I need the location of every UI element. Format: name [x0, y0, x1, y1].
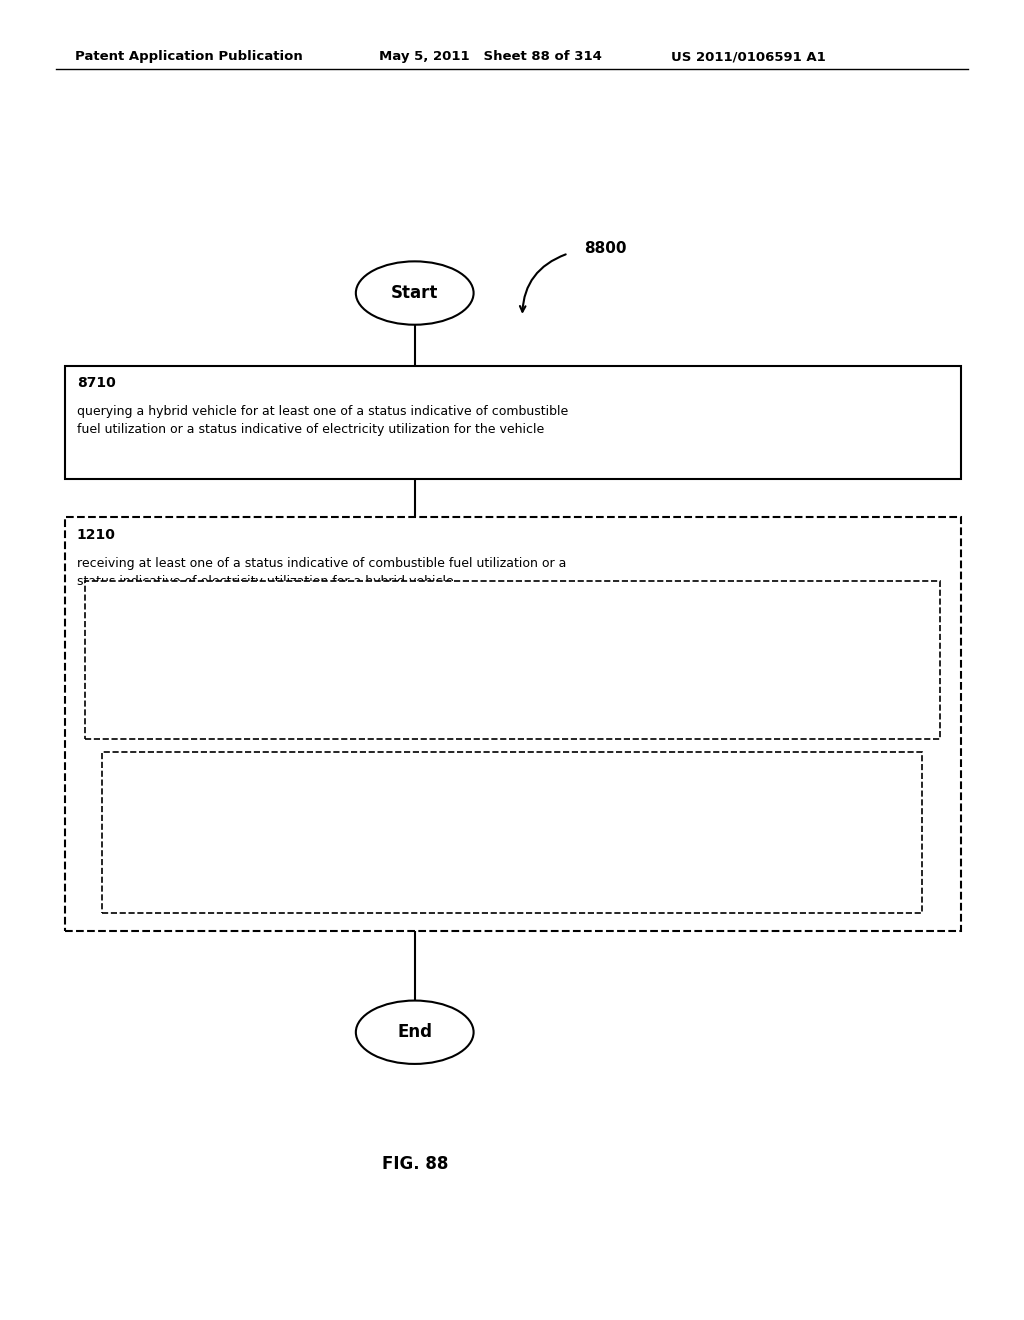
Text: 8710: 8710	[77, 376, 116, 391]
Text: 1210: 1210	[77, 528, 116, 543]
Bar	[102, 752, 922, 913]
Text: May 5, 2011   Sheet 88 of 314: May 5, 2011 Sheet 88 of 314	[379, 50, 602, 63]
Text: Patent Application Publication: Patent Application Publication	[75, 50, 302, 63]
Ellipse shape	[356, 261, 473, 325]
Bar	[85, 581, 940, 739]
Text: End: End	[397, 1023, 432, 1041]
Text: 1214: 1214	[115, 763, 154, 777]
Bar	[65, 517, 961, 931]
Text: US 2011/0106591 A1: US 2011/0106591 A1	[671, 50, 825, 63]
Ellipse shape	[356, 1001, 473, 1064]
Bar	[65, 366, 961, 479]
Text: Start: Start	[391, 284, 438, 302]
Text: 1212: 1212	[97, 591, 136, 606]
Text: wirelessly receiving the at least one of the status indicative of
combustible fu: wirelessly receiving the at least one of…	[115, 792, 575, 895]
Text: 8800: 8800	[584, 240, 627, 256]
Text: querying a hybrid vehicle for at least one of a status indicative of combustible: querying a hybrid vehicle for at least o…	[77, 405, 568, 436]
Text: FIG. 88: FIG. 88	[382, 1155, 447, 1173]
Text: receiving at least one of a status indicative of combustible fuel utilization or: receiving at least one of a status indic…	[77, 557, 566, 587]
Text: wirelessly receiving the at least one of the status indicative of combustible
fu: wirelessly receiving the at least one of…	[97, 620, 572, 669]
